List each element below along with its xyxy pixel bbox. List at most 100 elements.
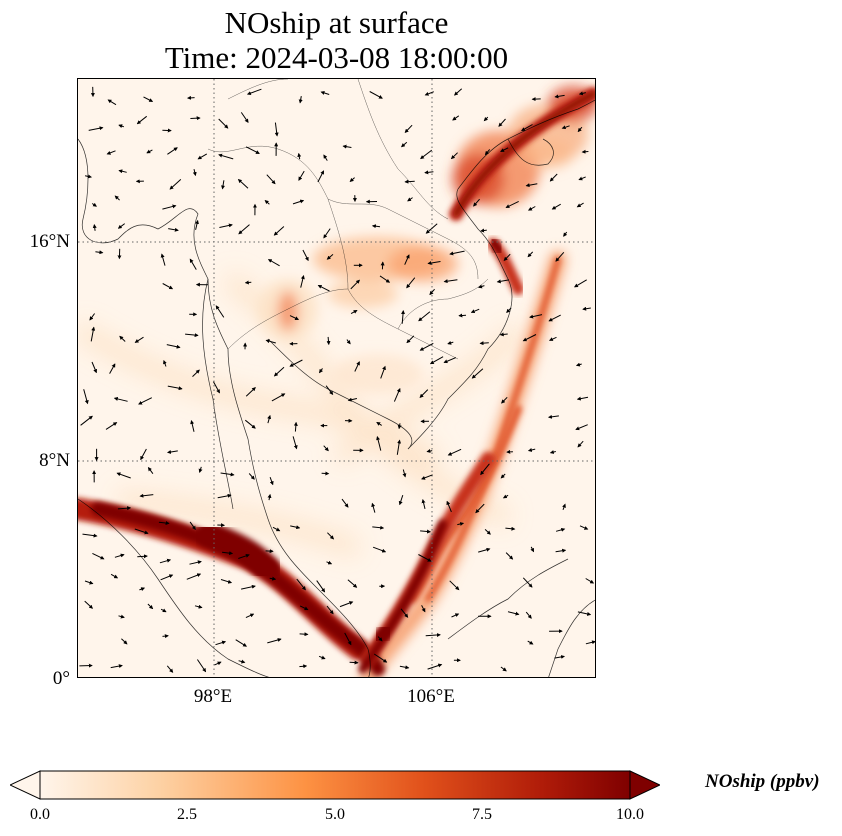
wind-arrow [419,342,434,351]
wind-arrow [248,473,255,480]
wind-arrow [320,91,330,95]
wind-arrow [581,149,589,154]
wind-arrow [480,463,490,476]
wind-arrow [341,498,349,508]
wind-arrow [219,223,233,228]
wind-arrow [196,659,207,673]
wind-arrow [88,126,104,131]
wind-arrow [529,314,543,319]
wind-arrow [237,178,249,189]
wind-arrow [499,332,508,337]
wind-arrow [426,449,433,453]
wind-arrow [349,660,359,665]
lon-label-98e: 98°E [193,686,233,707]
wind-arrow [450,152,458,160]
wind-arrow [162,204,177,210]
wind-arrow [522,334,537,342]
wind-arrow [166,344,181,349]
map-panel [77,78,596,678]
wind-arrow [484,149,491,156]
wind-arrow [110,573,119,579]
wind-arrow [292,436,298,450]
wind-arrow [116,472,131,479]
wind-arrow [500,473,506,479]
wind-arrow [478,284,485,289]
wind-arrow [398,494,404,506]
wind-arrow [220,579,233,584]
wind-arrow [507,611,520,616]
noship-field-map [78,79,595,677]
wind-arrow [292,199,305,205]
wind-arrow [218,118,229,129]
wind-arrow [289,359,303,367]
colorbar-gradient [39,770,631,800]
wind-arrow [522,577,533,588]
wind-arrow [561,125,570,130]
wind-arrow [147,466,154,474]
wind-arrow [269,576,277,581]
wind-arrow [91,361,98,374]
wind-arrow [342,144,352,149]
wind-arrow [406,277,416,289]
wind-arrow [194,604,203,609]
wind-arrow [585,578,595,584]
wind-arrow [347,579,358,588]
wind-arrow [427,261,441,265]
wind-arrow [372,525,385,530]
wind-arrow [158,521,170,526]
wind-arrow [576,396,589,401]
wind-arrow [143,96,154,102]
map-gridlines [78,79,595,677]
colorbar-label: NOship (ppbv) [705,771,820,792]
shipping-lane-malacca-strait [78,498,385,676]
coastlines [78,99,595,677]
wind-arrow [577,611,592,616]
wind-arrow [318,655,326,660]
wind-arrow [407,197,413,202]
wind-arrow [95,250,104,255]
shipping-lane-singapore-to-scs [358,452,495,674]
wind-arrow [215,305,225,318]
wind-arrow [496,279,510,284]
wind-arrow [323,154,328,161]
colorbar-tick: 5.0 [325,806,345,823]
wind-arrow [406,335,415,344]
wind-arrow [376,421,382,426]
wind-arrow [299,664,308,669]
map-title-line-1: NOship at surface [224,5,449,40]
wind-arrow [190,116,201,121]
wind-arrow [187,95,195,100]
wind-arrow [190,420,195,432]
wind-arrow [319,368,323,374]
wind-arrow [192,369,200,377]
wind-arrow [500,666,507,672]
wind-arrow [316,580,326,593]
wind-arrow [399,665,410,670]
wind-arrow [136,115,148,125]
wind-arrow [323,228,331,239]
wind-arrow [420,149,433,160]
wind-arrow [484,529,491,535]
wind-arrow [160,574,174,581]
wind-arrow [244,419,256,429]
wind-arrow [298,170,305,181]
wind-arrow [134,336,144,343]
wind-arrow [298,96,303,104]
wind-arrow [138,397,153,405]
wind-arrow [404,179,415,184]
wind-arrow [147,603,154,610]
wind-arrow [220,472,235,477]
wind-arrow [525,611,532,619]
wind-arrow [134,528,149,535]
wind-arrow [505,526,516,531]
wind-arrow [578,176,586,181]
wind-arrow [91,202,97,207]
wind-arrow [396,439,402,455]
wind-arrow [575,362,582,367]
wind-arrow [576,202,584,208]
wind-arrow [162,283,174,290]
wind-arrow [118,124,125,129]
wind-arrow [269,477,274,486]
wind-arrow [555,548,567,553]
wind-arrow [447,448,462,456]
